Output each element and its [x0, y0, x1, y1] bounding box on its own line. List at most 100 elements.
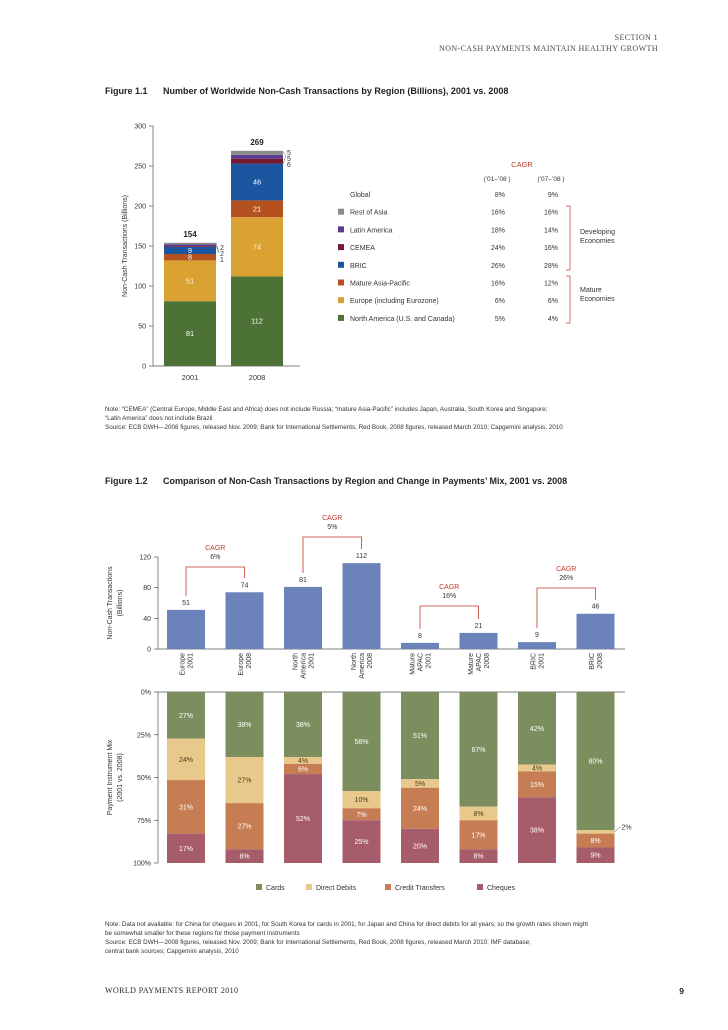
small-segment-label: 2%	[622, 824, 632, 831]
bar-segment-rest	[231, 150, 283, 155]
leader-line	[282, 151, 287, 164]
legend-swatch	[338, 279, 344, 286]
bar-total-label: 269	[250, 138, 264, 147]
bar-segment-bric	[164, 246, 216, 254]
data-label: 27%	[237, 778, 251, 785]
cagr-value: 16%	[491, 281, 505, 288]
data-label: 9%	[590, 853, 600, 860]
bar-chart-volumes: 0 40 80 120 Non-Cash Transactions (Billions) 5…	[107, 515, 625, 679]
cagr-label: CAGR	[322, 515, 342, 522]
figure-1-title: Number of Worldwide Non-Cash Transaction…	[163, 86, 509, 96]
legend-label: BRIC	[350, 263, 367, 270]
data-label: 80%	[588, 759, 602, 766]
data-label: 25%	[354, 839, 368, 846]
y-axis-title: Non-Cash Transactions (Billions)	[122, 195, 129, 297]
y-tick-label: 80	[143, 585, 151, 592]
bar-total-label: 154	[183, 230, 197, 239]
cagr-value: 12%	[544, 281, 558, 288]
y-tick-label: 75%	[137, 818, 151, 825]
legend-label: Cards	[266, 885, 285, 892]
data-label: 74	[241, 582, 249, 589]
data-label: 38%	[530, 828, 544, 835]
legend-label: Cheques	[487, 885, 516, 892]
legend-label: Latin America	[350, 227, 393, 234]
data-label: 7%	[356, 812, 366, 819]
bar-segment-credit-transfers	[284, 763, 322, 775]
figure-2-label: Figure 1.2	[105, 476, 148, 486]
legend-swatch	[306, 884, 312, 890]
bar-segment-direct-debits	[225, 756, 264, 804]
data-label: 52%	[296, 816, 310, 823]
bar-segment-credit-transfers	[342, 808, 381, 821]
cagr-value: 5%	[495, 316, 505, 323]
data-label: 38%	[296, 722, 310, 729]
cagr-value: 6%	[495, 298, 505, 305]
y-tick-label: 200	[134, 204, 146, 211]
data-label: 6%	[298, 766, 308, 773]
bar	[342, 563, 381, 649]
bar-segment-direct-debits	[518, 764, 556, 772]
cagr-bracket	[536, 587, 596, 629]
legend-label: Direct Debits	[316, 885, 357, 892]
bar-segment-cheques	[576, 847, 615, 863]
x-tick-label: NorthAmerica2001	[293, 653, 316, 679]
y-tick-label: 40	[143, 616, 151, 623]
data-label: 58%	[354, 739, 368, 746]
y-tick-label: 25%	[137, 732, 151, 739]
y-tick-label: 50	[138, 324, 146, 331]
small-segment-label: 5	[287, 150, 291, 157]
bar-segment-credit-transfers	[518, 771, 556, 798]
data-label: 51	[182, 600, 190, 607]
small-segment-label: 1	[220, 257, 224, 264]
cagr-value: 14%	[544, 227, 558, 234]
legend-swatch	[338, 261, 344, 268]
legend-label: Mature Asia-Pacific	[350, 281, 410, 288]
small-segment-label: 6	[287, 162, 291, 169]
stacked-bar-chart-payment-mix: 0% 25% 50% 75% 100% Payment Instrument Mix (20…	[107, 690, 632, 893]
legend-label: Rest of Asia	[350, 210, 387, 217]
small-segment-label: 2	[220, 245, 224, 252]
bar-segment-cemea	[231, 158, 283, 164]
legend-label: Global	[350, 192, 371, 199]
figure-1-note-line: “Latin America” does not include Brazil	[105, 415, 213, 422]
figure-2-title: Comparison of Non-Cash Transactions by R…	[163, 476, 568, 486]
group-label: Developing	[580, 229, 615, 236]
data-label: 8%	[590, 838, 600, 845]
cagr-value: 24%	[491, 245, 505, 252]
figure-1-note-line: Note: “CEMEA” (Central Europe, Middle Ea…	[105, 406, 548, 413]
legend-swatch	[338, 297, 344, 304]
cagr-value: 16%	[544, 210, 558, 217]
bar-segment-north	[164, 301, 216, 366]
y-tick-label: 300	[134, 124, 146, 131]
leader-line	[215, 242, 220, 253]
x-tick-label: BRIC2001	[531, 653, 546, 670]
bar-segment-direct-debits	[459, 806, 498, 821]
bar	[459, 632, 498, 649]
data-label: 8%	[473, 854, 483, 861]
legend-swatch	[338, 226, 344, 233]
small-segment-label: 5	[287, 156, 291, 163]
mature-bracket	[566, 275, 571, 324]
x-tick-label: Europe2008	[238, 653, 253, 676]
data-label: 10%	[354, 797, 368, 804]
data-label: 46	[253, 178, 261, 187]
bar-segment-mature	[231, 200, 283, 218]
bar-segment-cards	[342, 692, 381, 792]
data-label: 67%	[471, 747, 485, 754]
bar-segment-credit-transfers	[167, 780, 205, 834]
group-label: Economies	[580, 238, 615, 245]
data-label: 4%	[298, 758, 308, 765]
section-subtitle: NON-CASH PAYMENTS MAINTAIN HEALTHY GROWT…	[438, 44, 658, 53]
bar-segment-direct-debits	[342, 791, 381, 809]
bar-segment-cheques	[167, 833, 205, 863]
figure-2-note-line: Source: ECB DWH—2008 figures, released N…	[105, 939, 531, 946]
bar-segment-cards	[225, 692, 264, 757]
cagr-bracket	[302, 536, 362, 573]
cagr-label: CAGR	[556, 566, 576, 573]
bar-segment-cheques	[225, 849, 264, 863]
data-label: 9	[535, 632, 539, 639]
y-tick-label: 0	[142, 364, 146, 371]
cagr-heading: CAGR	[511, 160, 533, 169]
legend-swatch	[256, 884, 262, 890]
bar	[518, 642, 556, 649]
